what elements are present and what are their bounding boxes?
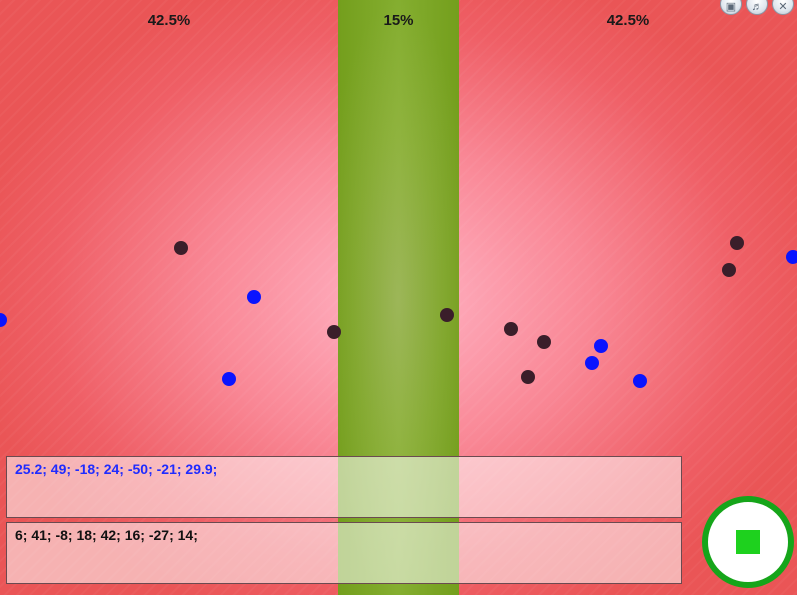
blue-dot: [585, 356, 599, 370]
blue-dot: [0, 313, 7, 327]
blue-dot: [786, 250, 797, 264]
blue-dot: [594, 339, 608, 353]
dark-values-panel: 6; 41; -8; 18; 42; 16; -27; 14;: [6, 522, 682, 584]
right-zone-percent-label: 42.5%: [606, 12, 650, 29]
middle-zone-percent-label: 15%: [383, 12, 414, 29]
dark-dot: [174, 241, 188, 255]
left-zone-percent-label: 42.5%: [147, 12, 191, 29]
dark-dot: [730, 236, 744, 250]
stop-icon: [736, 530, 760, 554]
dark-dot: [722, 263, 736, 277]
dark-values-text: 6; 41; -8; 18; 42; 16; -27; 14;: [15, 527, 198, 543]
blue-values-text: 25.2; 49; -18; 24; -50; -21; 29.9;: [15, 461, 218, 477]
stop-button[interactable]: [702, 496, 794, 588]
blue-dot: [247, 290, 261, 304]
blue-dot: [222, 372, 236, 386]
dark-dot: [537, 335, 551, 349]
dark-dot: [327, 325, 341, 339]
dark-dot: [440, 308, 454, 322]
blue-values-panel: 25.2; 49; -18; 24; -50; -21; 29.9;: [6, 456, 682, 518]
blue-dot: [633, 374, 647, 388]
dark-dot: [521, 370, 535, 384]
dark-dot: [504, 322, 518, 336]
